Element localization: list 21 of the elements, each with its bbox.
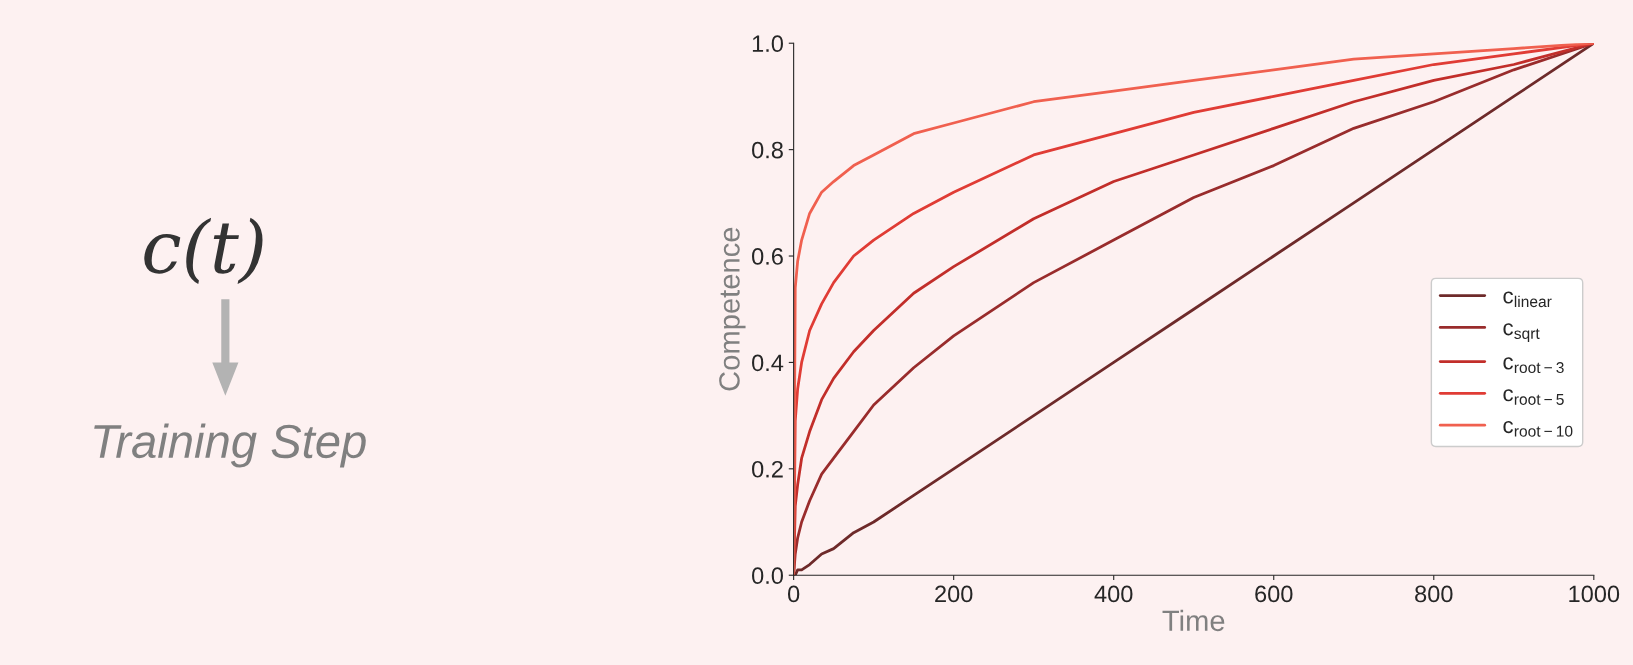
y-tick-label: 0.6 [752,248,783,265]
legend-label: c$_{sqrt}$ [1503,323,1540,343]
y-tick-label: 0.4 [752,354,784,372]
y-tick-label: 0.8 [752,141,783,159]
x-tick-label: 600 [1255,585,1293,603]
legend-label: c$_{root−3}$ [1503,357,1564,374]
y-tick-label: 1.0 [752,35,783,53]
x-tick-label: 1000 [1569,585,1620,603]
x-tick-label: 400 [1094,585,1133,603]
x-tick-label: 800 [1415,585,1453,603]
x-tick-label: 200 [935,585,973,603]
y-tick-label: 0.2 [752,460,783,478]
text: Training Step [94,423,366,468]
x-tick-label: 0 [788,585,800,603]
legend-label: c$_{root−5}$ [1503,389,1564,405]
legend-label: c$_{root−10}$ [1503,420,1573,437]
legend-label: c$_{linear}$ [1503,291,1552,308]
y-axis-title: Competence [719,227,746,391]
y-tick-label: 0.0 [752,567,783,585]
text: c(t) [144,217,263,284]
x-axis-title: Time [1162,609,1225,632]
